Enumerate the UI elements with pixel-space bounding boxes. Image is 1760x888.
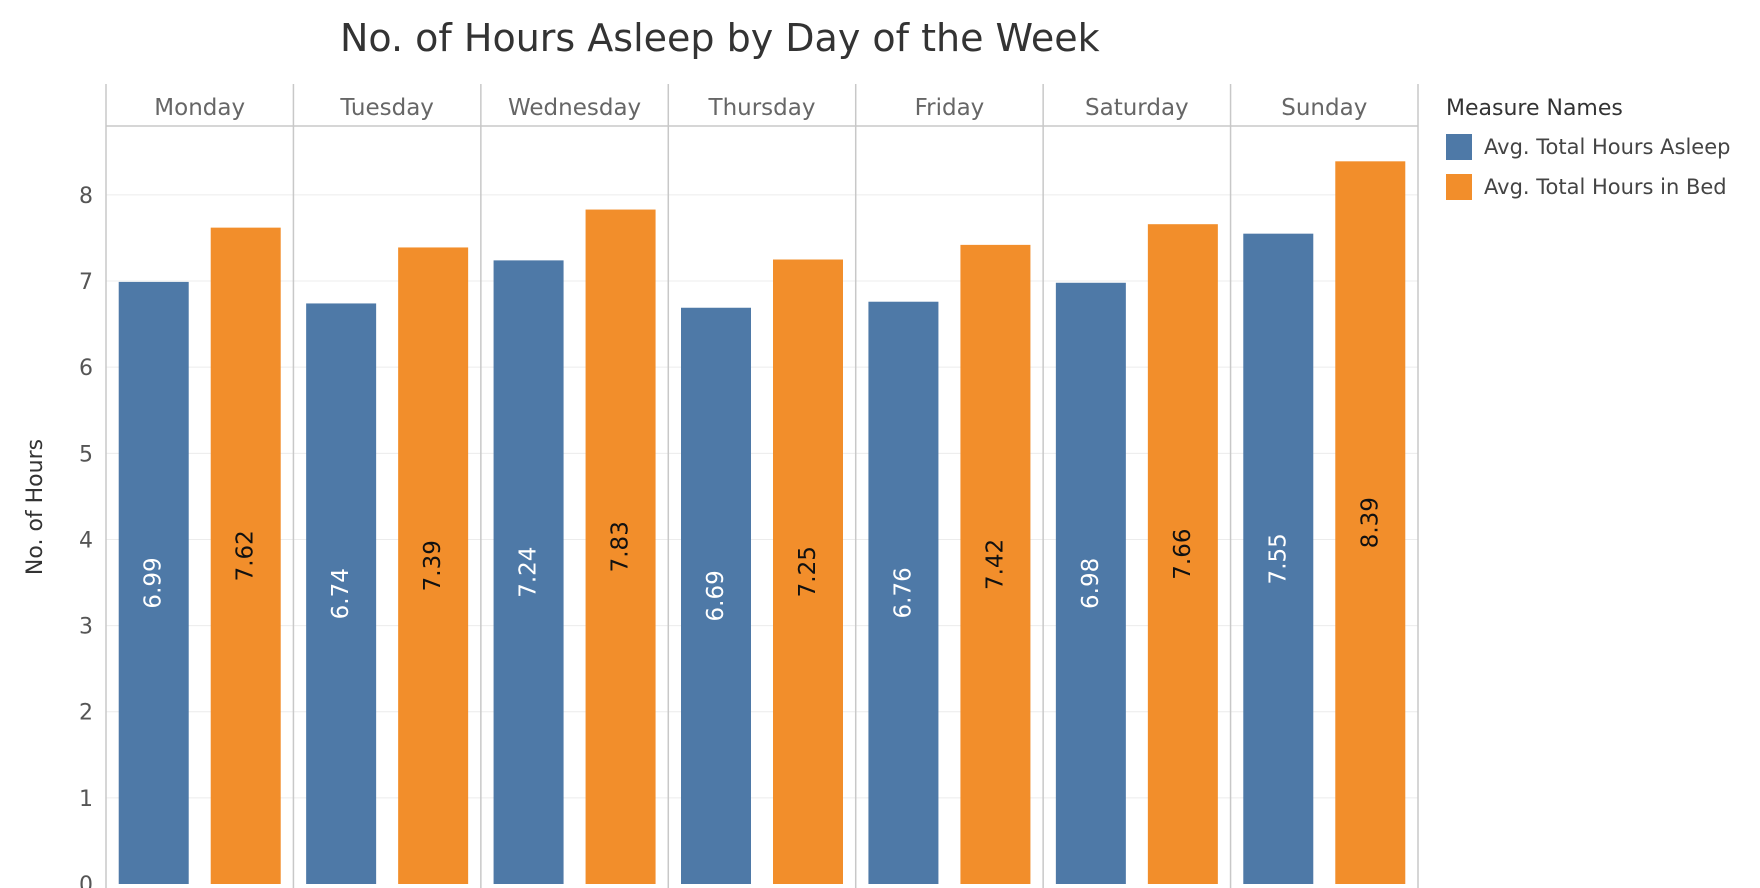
legend-label-asleep: Avg. Total Hours Asleep — [1484, 135, 1731, 159]
bar-asleep-thursday — [681, 307, 751, 884]
bar-in-bed-thursday — [773, 259, 843, 884]
data-label: 6.69 — [703, 570, 729, 621]
y-tick-label: 4 — [79, 528, 93, 553]
bar-asleep-wednesday — [493, 260, 564, 884]
y-tick-label: 7 — [79, 270, 93, 295]
data-label: 7.24 — [516, 547, 542, 598]
bar-asleep-friday — [868, 301, 939, 885]
chart-title: No. of Hours Asleep by Day of the Week — [340, 16, 1100, 60]
bar-chart: 0 1 2 3 4 5 6 7 8 No. of Hours Monday 6.99 7.62 Tuesd… — [23, 84, 1419, 888]
data-label: 6.99 — [141, 557, 167, 608]
y-tick-label: 6 — [79, 356, 93, 381]
category-header-friday: Friday — [915, 95, 985, 121]
category-header-monday: Monday — [154, 95, 245, 121]
bar-asleep-tuesday — [306, 303, 377, 884]
y-tick-label: 5 — [79, 442, 93, 467]
bar-in-bed-saturday — [1147, 224, 1218, 885]
data-label: 7.42 — [982, 539, 1008, 590]
bar-in-bed-sunday — [1335, 161, 1406, 884]
data-label: 6.98 — [1078, 558, 1104, 609]
category-header-wednesday: Wednesday — [508, 95, 641, 121]
bar-in-bed-monday — [210, 227, 281, 884]
legend-title: Measure Names — [1446, 96, 1623, 121]
bar-in-bed-tuesday — [398, 247, 469, 884]
data-label: 7.66 — [1170, 528, 1196, 579]
data-label: 7.62 — [233, 530, 259, 581]
legend-label-in-bed: Avg. Total Hours in Bed — [1484, 175, 1727, 199]
y-axis-label: No. of Hours — [23, 439, 48, 575]
legend-swatch-in-bed — [1446, 174, 1472, 200]
data-label: 6.76 — [890, 567, 916, 618]
y-tick-label: 1 — [79, 787, 93, 812]
data-label: 7.55 — [1265, 533, 1291, 584]
data-label: 7.39 — [420, 540, 446, 591]
y-tick-label: 0 — [79, 873, 93, 888]
y-tick-label: 2 — [79, 701, 93, 726]
legend: Measure Names Avg. Total Hours Asleep Av… — [1446, 96, 1730, 207]
bar-in-bed-friday — [960, 244, 1031, 885]
data-label: 8.39 — [1357, 497, 1383, 548]
y-tick-label: 8 — [79, 184, 93, 209]
bar-asleep-sunday — [1243, 233, 1314, 884]
category-header-sunday: Sunday — [1281, 95, 1367, 121]
data-label: 6.74 — [328, 568, 354, 619]
category-header-thursday: Thursday — [708, 95, 816, 121]
category-header-tuesday: Tuesday — [339, 95, 434, 121]
category-header-saturday: Saturday — [1085, 95, 1189, 121]
y-tick-label: 3 — [79, 615, 93, 640]
data-label: 7.25 — [795, 546, 821, 597]
legend-item-in-bed[interactable]: Avg. Total Hours in Bed — [1446, 167, 1730, 207]
bar-in-bed-wednesday — [585, 209, 656, 885]
legend-swatch-asleep — [1446, 134, 1472, 160]
data-label: 7.83 — [608, 521, 634, 572]
legend-item-asleep[interactable]: Avg. Total Hours Asleep — [1446, 127, 1730, 167]
bar-asleep-saturday — [1055, 282, 1126, 884]
bar-asleep-monday — [118, 281, 189, 884]
